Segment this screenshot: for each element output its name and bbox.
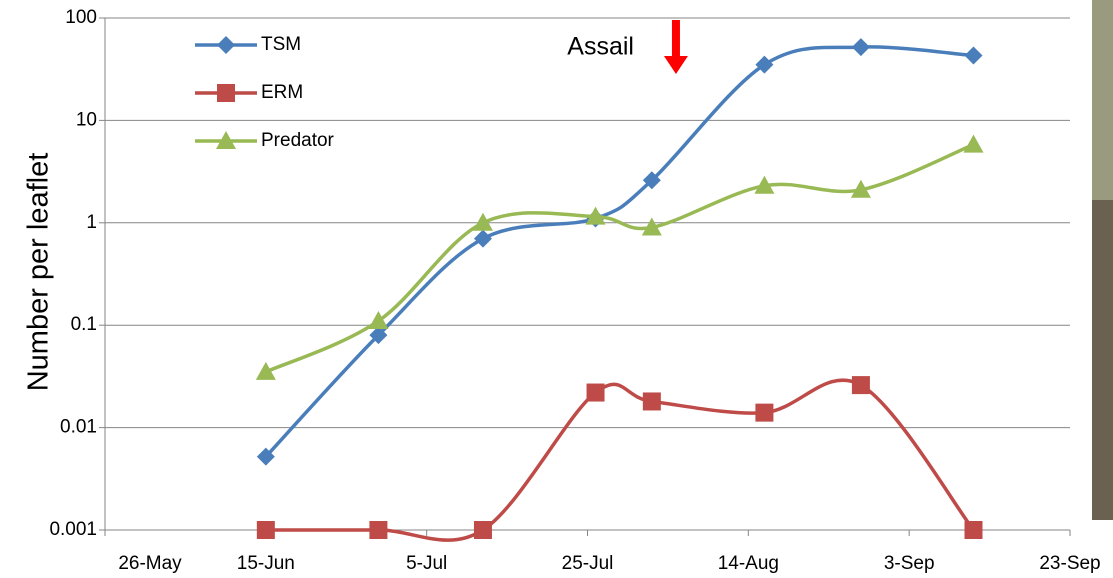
marker	[642, 171, 661, 190]
marker	[255, 361, 276, 380]
marker	[850, 179, 871, 198]
annotation-text: Assail	[567, 33, 634, 61]
y-tick-label: 10	[76, 109, 97, 130]
annotation-arrow	[671, 20, 680, 58]
marker	[216, 131, 236, 149]
marker	[256, 521, 275, 539]
x-tick-label: 3-Sep	[884, 553, 935, 574]
y-tick-label: 1	[86, 212, 97, 233]
x-tick-label: 25-Jul	[562, 553, 614, 574]
y-tick-label: 0.001	[49, 519, 97, 540]
marker	[641, 217, 662, 236]
marker	[473, 229, 492, 248]
marker	[473, 521, 492, 539]
series-line	[264, 45, 974, 458]
marker	[964, 521, 983, 539]
marker	[964, 46, 983, 65]
marker	[642, 392, 661, 411]
marker	[851, 38, 870, 57]
y-tick-label: 100	[65, 7, 97, 28]
marker	[368, 310, 389, 329]
y-tick-label: 0.1	[71, 314, 97, 335]
legend-label: TSM	[261, 34, 301, 55]
marker	[963, 134, 984, 153]
annotation-arrow	[663, 56, 688, 74]
marker	[472, 212, 493, 231]
marker	[256, 447, 275, 466]
marker	[755, 55, 774, 74]
series-line	[265, 378, 975, 542]
marker	[217, 36, 235, 54]
series-line	[265, 143, 975, 374]
y-tick-label: 0.01	[60, 417, 97, 438]
marker	[585, 206, 606, 225]
marker	[586, 383, 605, 402]
legend-label: ERM	[261, 82, 303, 103]
x-tick-label: 26-May	[118, 553, 182, 574]
x-tick-label: 23-Sep	[1039, 553, 1100, 574]
photo-edge	[1092, 0, 1113, 200]
x-tick-label: 14-Aug	[718, 553, 779, 574]
x-tick-label: 5-Jul	[406, 553, 447, 574]
marker	[369, 326, 388, 345]
x-tick-label: 15-Jun	[237, 553, 295, 574]
marker	[369, 521, 388, 539]
marker	[851, 376, 870, 395]
marker	[217, 84, 235, 102]
y-axis-label: Number per leaflet	[23, 153, 55, 392]
marker	[755, 403, 774, 422]
marker	[754, 175, 775, 194]
legend-label: Predator	[261, 130, 335, 151]
